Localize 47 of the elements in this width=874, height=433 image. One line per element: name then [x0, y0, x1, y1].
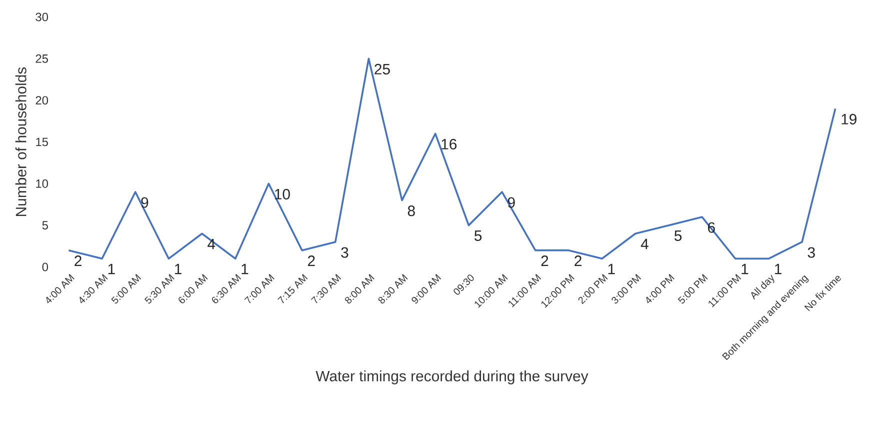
data-label: 3	[808, 247, 815, 258]
x-tick-label: 7:30 AM	[310, 274, 342, 304]
data-label: 10	[275, 188, 290, 200]
data-label: 2	[308, 256, 315, 266]
data-label: 4	[640, 238, 648, 250]
data-label: 9	[508, 197, 515, 208]
data-label: 2	[541, 256, 548, 266]
y-tick-label: 10	[36, 179, 48, 188]
data-label: 1	[175, 264, 182, 274]
x-tick-label: 4:00 PM	[646, 274, 674, 304]
data-label: 5	[474, 230, 482, 241]
y-tick-label: 20	[36, 96, 48, 105]
y-tick-label: 15	[36, 138, 48, 146]
x-tick-label: 6:30 AM	[212, 274, 242, 304]
data-label: 1	[775, 264, 782, 274]
data-label: 9	[141, 197, 148, 208]
data-label: 8	[408, 206, 415, 216]
x-tick-label: 8:30 AM	[378, 274, 408, 304]
data-label: 2	[574, 256, 582, 266]
x-tick-label: 8:00 AM	[345, 274, 374, 304]
data-label: 5	[674, 230, 682, 241]
x-tick-label: 4:00 AM	[46, 274, 74, 304]
x-tick-label: 4:30 AM	[80, 274, 108, 304]
x-tick-label: 5:30 AM	[144, 274, 174, 304]
data-label: 1	[742, 264, 748, 274]
y-tick-label: 5	[42, 221, 48, 230]
x-tick-label: 6:00 AM	[178, 274, 208, 304]
y-axis-title: Number of households	[15, 67, 26, 216]
data-label: 1	[108, 264, 115, 274]
x-axis-title: Water timings recorded during the survey	[316, 370, 588, 384]
data-label: 25	[374, 64, 390, 74]
y-tick-label: 25	[36, 54, 48, 63]
x-tick-label: All day	[751, 274, 774, 300]
data-label: 16	[442, 138, 457, 150]
data-label: 3	[341, 247, 348, 258]
x-tick-label: 3:00 PM	[612, 274, 642, 304]
data-label: 4	[208, 238, 216, 250]
x-tick-label: 9:00 AM	[412, 274, 442, 304]
data-label: 19	[842, 114, 856, 124]
y-tick-label: 0	[42, 262, 48, 272]
x-tick-label: 7:00 AM	[244, 274, 274, 304]
x-tick-label: 5:00 PM	[678, 274, 708, 304]
data-label: 1	[608, 264, 615, 274]
data-label: 2	[74, 256, 82, 266]
data-label: 1	[242, 264, 248, 274]
y-tick-label: 30	[36, 12, 48, 22]
x-tick-label: 5:00 AM	[111, 274, 142, 304]
